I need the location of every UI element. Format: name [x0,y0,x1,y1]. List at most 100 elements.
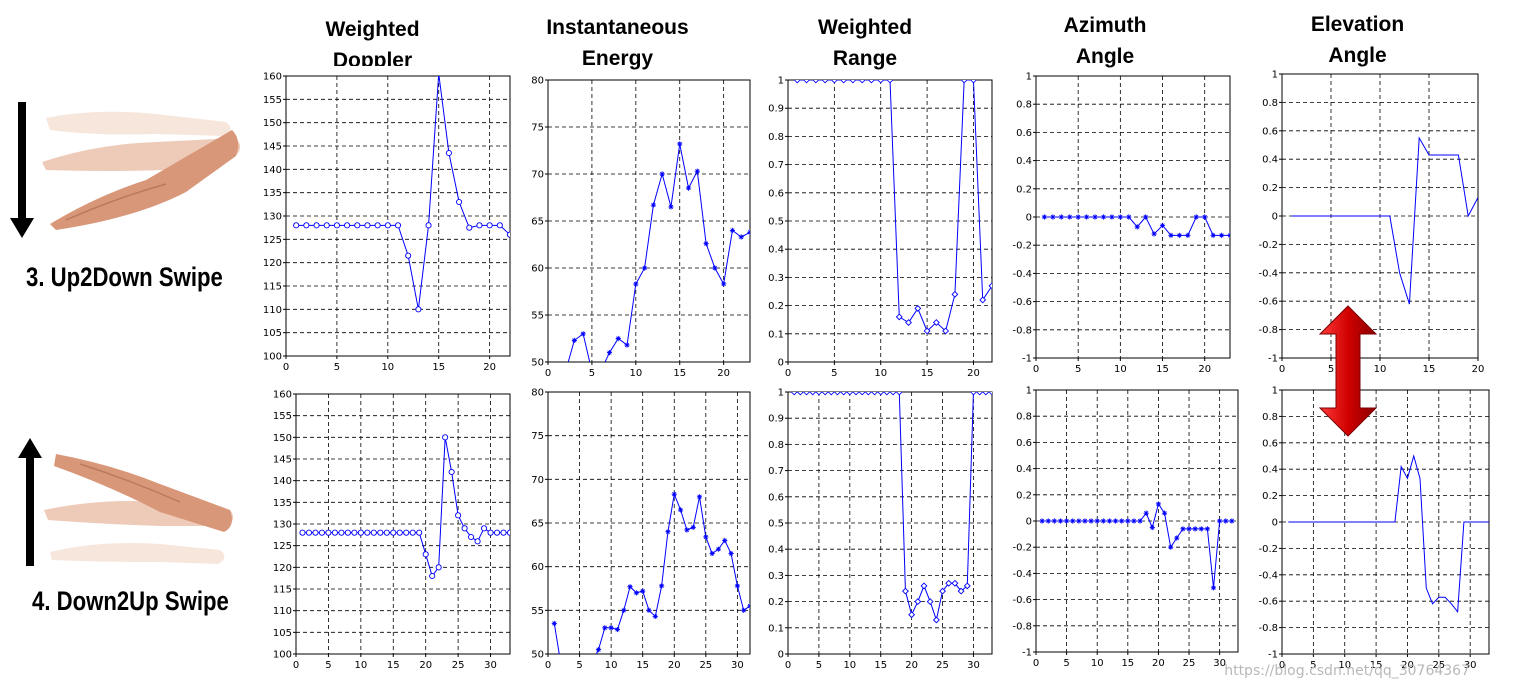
data-point [496,222,503,229]
plot-r2c2: 0 5 10 15 20 25 30 50 55 60 65 70 75 80 [531,388,751,671]
plot-r2c5: 0 5 10 15 20 25 30 -1 -0.8 -0.6 -0.4 -0.2 0 0.2 0.4 0.6… [1258,386,1490,671]
x-tick-label: 20 [1401,660,1414,671]
y-tick-label: 0.6 [1016,438,1032,449]
y-tick-label: -0.2 [1258,544,1278,555]
data-point [868,80,875,84]
data-point [474,538,481,545]
x-tick-label: 0 [545,368,551,379]
x-tick-label: 20 [1472,364,1485,375]
x-tick-label: 20 [1198,364,1211,375]
data-point [293,222,300,229]
y-tick-label: 1 [778,76,784,87]
data-point [506,231,510,238]
data-point [627,584,633,590]
x-tick-label: 20 [717,368,730,379]
data-point [1064,518,1070,524]
x-tick-label: 0 [293,660,299,671]
data-point [976,392,984,396]
data-point [299,529,306,536]
x-tick-label: 0 [283,362,289,373]
x-tick-label: 20 [967,368,980,379]
gesture-label-down2up: 4. Down2Up Swipe [32,586,229,616]
data-point [979,296,987,304]
data-point [646,607,652,613]
data-point [1168,232,1174,238]
plot-r1c3: 0 5 10 15 20 0 0.1 0.2 0.3 0.4 0.5 0.6 0.7 0.8 0.9 1 [768,76,993,379]
x-tick-label: 0 [1279,660,1285,671]
y-tick-label: 125 [263,235,282,246]
y-tick-label: 0.2 [768,597,784,608]
x-tick-label: 5 [816,660,822,671]
data-point [344,222,351,229]
x-tick-label: 15 [636,660,649,671]
data-point [960,80,968,84]
data-point [1051,518,1057,524]
data-point [939,587,946,595]
x-tick-label: 25 [452,660,465,671]
series-line [1291,136,1478,305]
y-tick-label: 0.9 [768,104,784,115]
data-point [812,80,820,84]
data-point [442,434,449,441]
data-point [803,392,810,396]
data-point [564,660,569,665]
data-point [668,204,674,210]
data-point [982,392,990,396]
down-arrow-icon [10,102,34,238]
data-point [821,80,829,84]
y-tick-label: -0.4 [1258,268,1278,279]
data-point [849,80,857,84]
y-tick-label: 160 [273,390,292,401]
y-tick-label: 55 [531,311,544,322]
series-group [551,491,750,665]
y-tick-label: 0.5 [768,217,784,228]
y-tick-label: -0.8 [1258,623,1278,634]
data-point [741,607,747,613]
x-tick-label: 10 [1338,660,1351,671]
data-point [303,222,310,229]
data-point [1168,544,1174,550]
y-tick-label: 0.4 [768,545,784,556]
data-point [830,80,838,84]
data-point [331,529,338,536]
y-tick-label: 135 [273,498,292,509]
column-title-weighted-doppler: Weighted Doppler [300,14,445,66]
y-tick-label: 110 [273,606,292,617]
y-tick-label: 1 [1026,72,1032,83]
x-tick-label: 10 [381,362,394,373]
series-group [299,434,510,580]
y-tick-label: 0.6 [1262,126,1278,137]
data-point [1100,518,1106,524]
data-point [1149,524,1155,531]
x-tick-label: 10 [629,368,642,379]
y-tick-label: 80 [531,388,544,399]
y-tick-label: 65 [531,519,544,530]
data-point [415,306,422,313]
series-group [1288,454,1489,614]
data-point [902,587,909,595]
data-point [325,529,332,536]
y-tick-label: 0.8 [768,440,784,451]
data-point [323,222,330,229]
plot-r1c4: 0 5 10 15 20 -1 -0.8 -0.6 -0.4 -0.2 0 0.2 0.4 0.6 0.8 1 [1012,72,1231,375]
data-point [895,392,903,396]
plot-r1c2: 0 5 10 15 20 50 55 60 65 70 75 80 [531,76,751,379]
data-point [455,512,462,519]
y-tick-label: 100 [273,650,292,661]
data-point [466,224,473,231]
y-tick-label: 75 [531,431,544,442]
hand-swipe-down-icon [42,111,241,230]
y-tick-label: 0.1 [768,623,784,634]
data-point [621,607,627,613]
data-point [377,529,384,536]
y-tick-label: -0.6 [1012,595,1032,606]
data-point [614,626,621,633]
x-tick-label: 10 [1374,364,1387,375]
data-point [988,392,992,396]
data-point [1117,214,1123,220]
y-tick-label: 155 [263,95,282,106]
y-tick-label: 0.8 [1016,100,1032,111]
x-tick-label: 15 [387,660,400,671]
x-tick-label: 0 [785,660,791,671]
y-tick-label: 0.4 [1262,155,1278,166]
